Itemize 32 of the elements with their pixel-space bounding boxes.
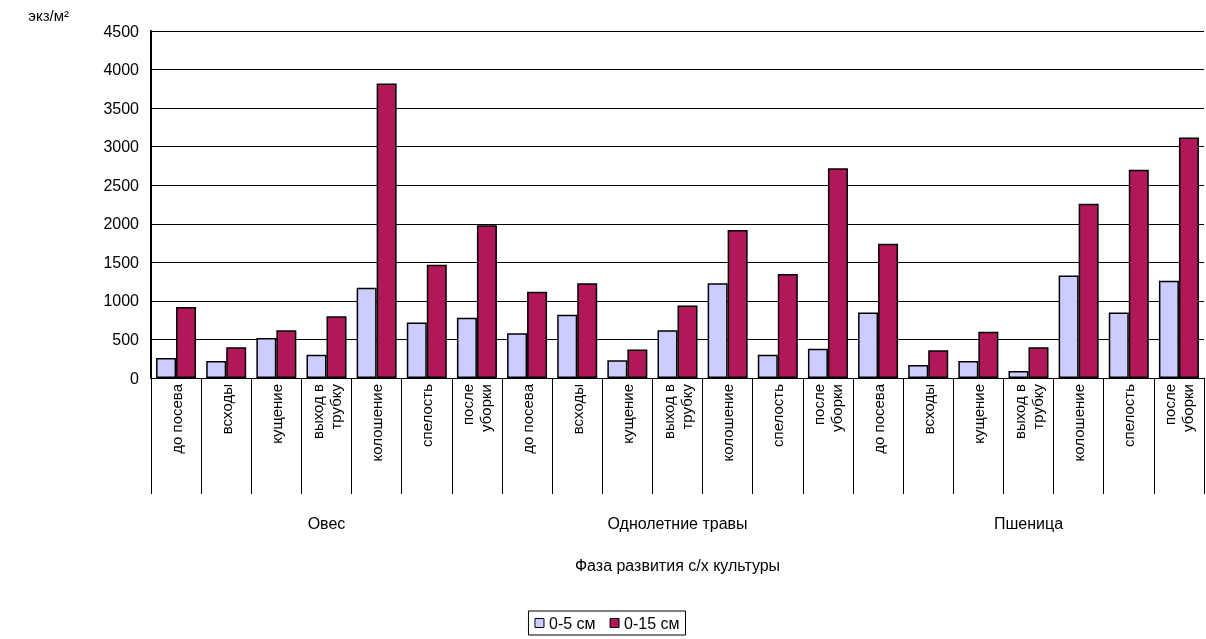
x-tick-label: кущение — [267, 384, 285, 444]
x-tick-label: спелость — [418, 383, 436, 447]
y-tick-label: 1500 — [103, 253, 140, 271]
y-tick-label: 2500 — [103, 176, 140, 194]
text: Однолетние травы — [607, 514, 748, 532]
y-tick-label: 3500 — [103, 99, 140, 117]
legend-label: 0-5 см — [548, 614, 596, 632]
y-tick-label: 0 — [130, 369, 140, 387]
y-tick-label: 1000 — [103, 292, 140, 310]
text: Фаза развития с/х культуры — [574, 556, 781, 574]
legend-label: 0-15 см — [624, 614, 680, 632]
x-tick-label: всходы — [568, 384, 586, 435]
text: Пшеница — [993, 514, 1064, 532]
x-tick-label: колошение — [368, 384, 386, 462]
x-tick-label: до посева — [167, 383, 185, 454]
y-tick-label: 4000 — [103, 61, 140, 79]
y-tick-label: 500 — [112, 330, 140, 348]
y-tick-label: 3000 — [103, 138, 140, 156]
x-tick-label: до посева — [518, 383, 536, 454]
text: Овес — [307, 514, 346, 532]
x-tick-label: спелость — [769, 383, 787, 447]
x-tick-label: кущение — [969, 384, 987, 444]
x-tick-label: до посева — [869, 383, 887, 454]
x-tick-label: колошение — [1070, 384, 1088, 462]
y-axis-title: экз/м² — [28, 7, 69, 24]
x-tick-label: всходы — [217, 384, 235, 435]
y-tick-label: 2000 — [103, 215, 140, 233]
x-tick-label: всходы — [919, 384, 937, 435]
x-tick-label: спелость — [1120, 383, 1138, 447]
y-tick-label: 4500 — [103, 22, 140, 40]
x-tick-label: колошение — [719, 384, 737, 462]
x-tick-label: кущение — [618, 384, 636, 444]
